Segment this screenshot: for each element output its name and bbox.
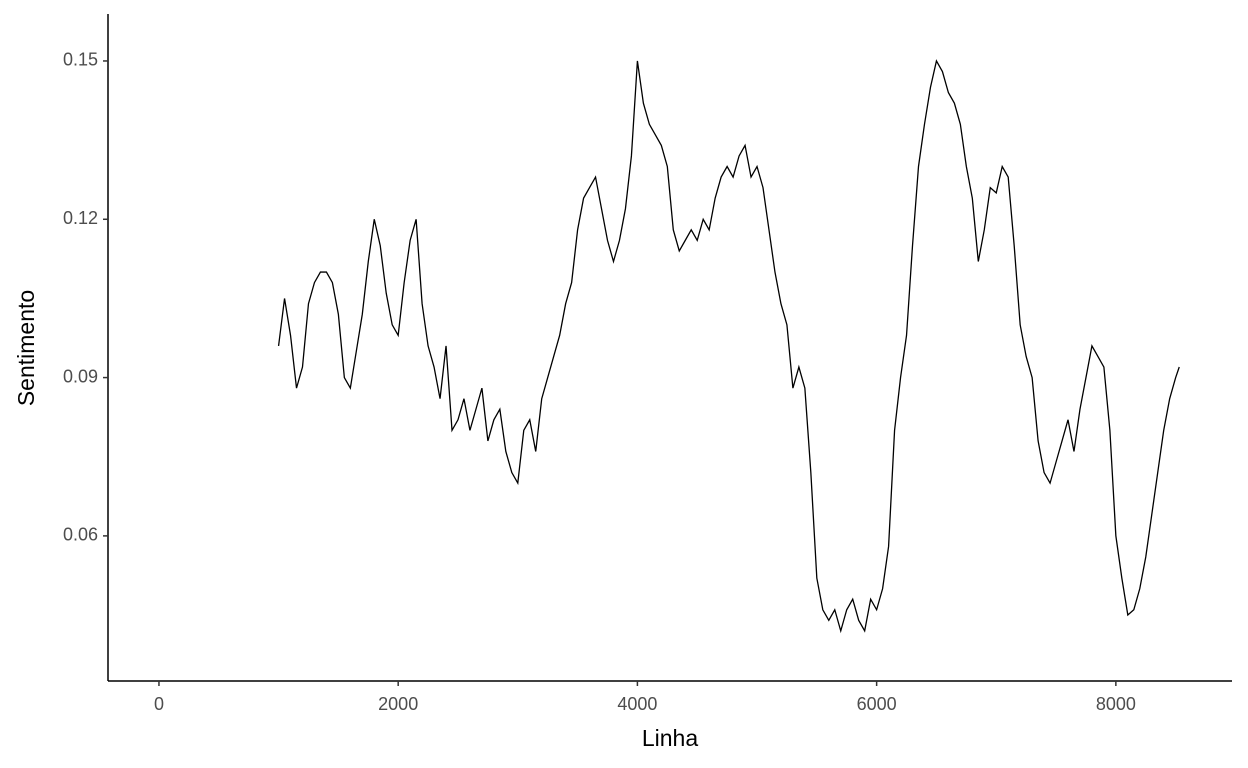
x-axis-title: Linha	[642, 725, 698, 751]
x-tick-label: 6000	[857, 694, 897, 714]
y-tick-label: 0.12	[63, 208, 98, 228]
y-tick-label: 0.06	[63, 525, 98, 545]
x-tick-label: 2000	[378, 694, 418, 714]
x-tick-label: 8000	[1096, 694, 1136, 714]
y-tick-label: 0.09	[63, 366, 98, 386]
x-tick-label: 4000	[617, 694, 657, 714]
y-axis-title: Sentimento	[13, 290, 39, 406]
data-line	[277, 59, 1180, 634]
y-tick-label: 0.15	[63, 50, 98, 70]
x-tick-label: 0	[154, 694, 164, 714]
